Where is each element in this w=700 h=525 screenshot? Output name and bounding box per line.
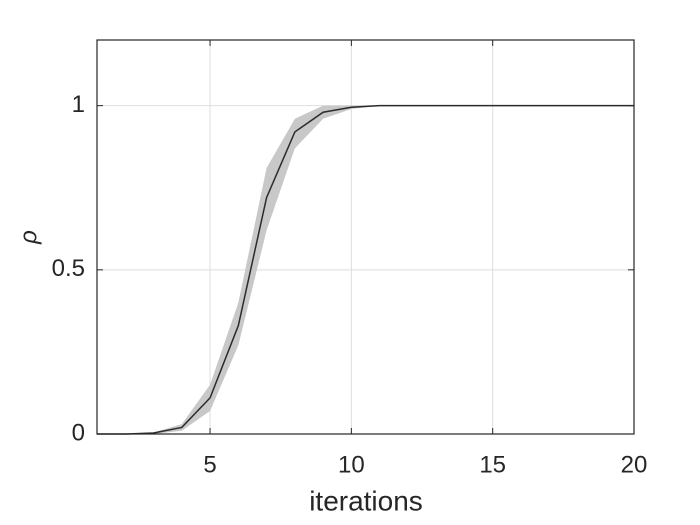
x-tick-label: 5 xyxy=(203,451,216,478)
y-tick-label: 0.5 xyxy=(52,255,85,282)
x-tick-label: 20 xyxy=(621,451,648,478)
x-tick-label: 15 xyxy=(479,451,506,478)
y-tick-label: 1 xyxy=(72,91,85,118)
y-tick-label: 0 xyxy=(72,419,85,446)
x-tick-label: 10 xyxy=(338,451,365,478)
plot-frame xyxy=(96,39,635,435)
confidence-band xyxy=(97,105,634,435)
x-axis-label: iterations xyxy=(309,485,423,516)
y-axis-label: ρ xyxy=(15,230,42,245)
line xyxy=(97,104,634,435)
